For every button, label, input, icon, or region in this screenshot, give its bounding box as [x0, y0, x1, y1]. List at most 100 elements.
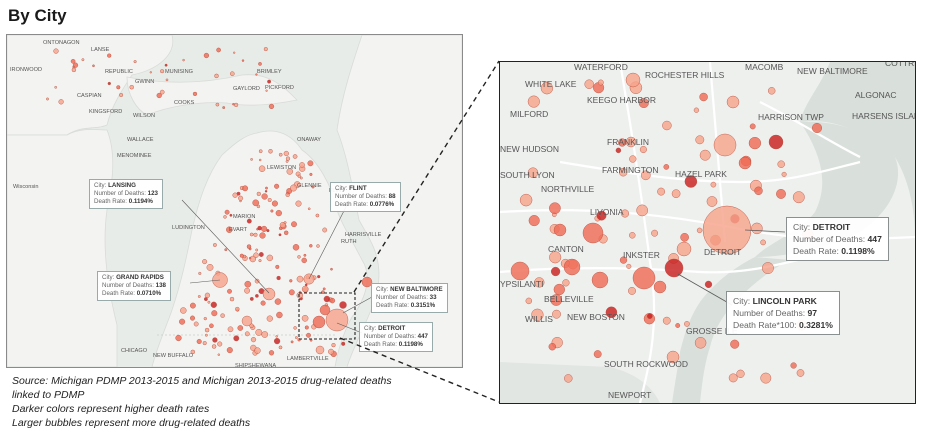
city-bubble[interactable]: [232, 102, 235, 106]
city-bubble[interactable]: [593, 350, 602, 358]
city-bubble[interactable]: [651, 229, 659, 237]
city-bubble[interactable]: [620, 209, 629, 218]
city-bubble[interactable]: [248, 256, 252, 260]
city-bubble[interactable]: [584, 79, 594, 89]
city-bubble[interactable]: [311, 185, 315, 189]
city-bubble[interactable]: [70, 58, 76, 64]
city-bubble[interactable]: [164, 63, 168, 67]
city-bubble[interactable]: [699, 149, 711, 161]
city-bubble[interactable]: [528, 215, 540, 227]
city-bubble[interactable]: [239, 253, 244, 258]
city-bubble[interactable]: [696, 227, 703, 234]
bubble-hazel-park[interactable]: [676, 241, 692, 257]
city-bubble[interactable]: [268, 350, 275, 356]
city-bubble[interactable]: [223, 215, 227, 219]
city-bubble[interactable]: [322, 287, 326, 291]
city-bubble[interactable]: [72, 65, 75, 69]
city-bubble[interactable]: [238, 195, 244, 201]
city-bubble[interactable]: [796, 369, 805, 377]
city-bubble[interactable]: [156, 92, 162, 99]
city-bubble[interactable]: [107, 53, 112, 58]
bubble-dearborn-small[interactable]: [312, 315, 326, 329]
city-bubble[interactable]: [193, 321, 199, 327]
bubble-livonia-area[interactable]: [582, 222, 604, 244]
city-bubble[interactable]: [321, 290, 325, 295]
city-bubble[interactable]: [638, 98, 649, 109]
city-bubble[interactable]: [257, 225, 262, 231]
city-bubble[interactable]: [519, 193, 533, 207]
city-bubble[interactable]: [292, 154, 298, 159]
city-bubble[interactable]: [662, 316, 671, 325]
city-bubble[interactable]: [232, 192, 238, 198]
city-bubble[interactable]: [179, 318, 186, 325]
city-bubble[interactable]: [527, 95, 540, 108]
city-bubble[interactable]: [760, 239, 766, 246]
city-bubble[interactable]: [275, 335, 278, 338]
bubble-new-baltimore-small[interactable]: [339, 301, 347, 309]
city-bubble[interactable]: [675, 323, 681, 328]
city-bubble[interactable]: [264, 190, 268, 193]
city-bubble[interactable]: [777, 160, 785, 168]
city-bubble[interactable]: [684, 321, 690, 327]
city-bubble[interactable]: [761, 262, 774, 275]
city-bubble[interactable]: [550, 294, 563, 306]
city-bubble[interactable]: [229, 296, 235, 302]
city-bubble[interactable]: [258, 252, 264, 257]
city-bubble[interactable]: [268, 149, 273, 154]
city-bubble[interactable]: [215, 102, 220, 107]
city-bubble[interactable]: [267, 79, 271, 84]
city-bubble[interactable]: [265, 186, 268, 190]
city-bubble[interactable]: [309, 244, 313, 248]
city-bubble[interactable]: [258, 62, 262, 66]
city-bubble[interactable]: [217, 341, 223, 347]
city-bubble[interactable]: [165, 78, 169, 82]
city-bubble[interactable]: [149, 71, 152, 74]
city-bubble[interactable]: [322, 227, 328, 233]
city-bubble[interactable]: [233, 51, 236, 54]
city-bubble[interactable]: [266, 254, 273, 262]
city-bubble[interactable]: [562, 279, 570, 287]
city-bubble[interactable]: [203, 317, 207, 321]
city-bubble[interactable]: [263, 47, 268, 52]
city-bubble[interactable]: [234, 102, 239, 107]
city-bubble[interactable]: [615, 147, 622, 154]
city-bubble[interactable]: [285, 156, 291, 161]
city-bubble[interactable]: [328, 348, 334, 355]
city-bubble[interactable]: [81, 58, 85, 62]
city-bubble[interactable]: [728, 373, 738, 383]
city-bubble[interactable]: [662, 120, 672, 131]
city-bubble[interactable]: [323, 295, 331, 303]
city-bubble[interactable]: [619, 256, 628, 264]
city-bubble[interactable]: [233, 335, 240, 342]
city-bubble[interactable]: [227, 288, 232, 294]
city-bubble[interactable]: [265, 89, 268, 92]
city-bubble[interactable]: [596, 210, 607, 221]
city-bubble[interactable]: [278, 152, 283, 157]
city-bubble[interactable]: [58, 99, 64, 105]
city-bubble[interactable]: [160, 69, 165, 74]
city-bubble[interactable]: [250, 337, 257, 343]
city-bubble[interactable]: [244, 280, 252, 288]
city-bubble[interactable]: [748, 136, 762, 150]
city-bubble[interactable]: [261, 225, 268, 232]
city-bubble[interactable]: [283, 221, 287, 225]
michigan-map[interactable]: ONTONAGON LANSE IRONWOOD REPUBLIC MUNISING BR…: [6, 34, 463, 368]
bubble-northville[interactable]: [553, 223, 567, 237]
city-bubble[interactable]: [260, 300, 266, 306]
city-bubble[interactable]: [293, 326, 297, 330]
city-bubble[interactable]: [235, 306, 240, 312]
city-bubble[interactable]: [211, 310, 218, 317]
city-bubble[interactable]: [212, 243, 217, 247]
city-bubble[interactable]: [71, 67, 77, 73]
left-bubbles[interactable]: [46, 47, 373, 358]
city-bubble[interactable]: [267, 197, 272, 202]
bubble-lincoln-park[interactable]: [664, 258, 684, 278]
city-bubble[interactable]: [749, 123, 756, 130]
city-bubble[interactable]: [640, 170, 651, 181]
city-bubble[interactable]: [680, 232, 689, 242]
city-bubble[interactable]: [226, 226, 233, 233]
city-bubble[interactable]: [548, 343, 556, 351]
city-bubble[interactable]: [252, 199, 259, 207]
city-bubble[interactable]: [159, 89, 165, 95]
city-bubble[interactable]: [255, 73, 258, 76]
